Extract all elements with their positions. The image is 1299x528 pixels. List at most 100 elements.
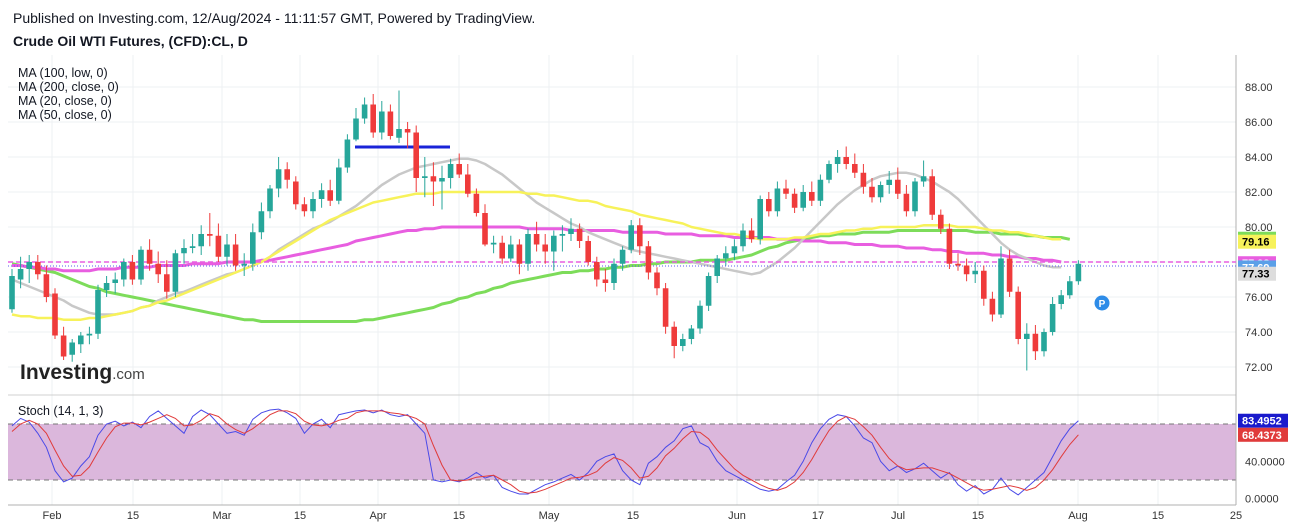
stoch-badge-1: 68.4373 xyxy=(1238,427,1288,442)
candle-25 xyxy=(224,234,230,266)
candle-100 xyxy=(869,178,875,203)
candle-61 xyxy=(533,221,540,252)
candle-26 xyxy=(232,234,239,271)
candle-16 xyxy=(146,239,153,271)
candle-95 xyxy=(826,160,832,184)
candle-103 xyxy=(895,167,901,199)
candle-97 xyxy=(843,146,849,170)
candle-52 xyxy=(456,153,462,178)
candle-17 xyxy=(155,251,161,283)
candles xyxy=(9,90,1082,371)
candle-107 xyxy=(929,169,935,220)
candle-86 xyxy=(748,218,755,243)
candle-20 xyxy=(181,239,187,264)
candle-115 xyxy=(998,246,1004,318)
candle-122 xyxy=(1058,290,1064,310)
candle-24 xyxy=(215,223,222,262)
candle-76 xyxy=(662,283,669,334)
candle-85 xyxy=(740,223,746,252)
svg-text:79.16: 79.16 xyxy=(1242,237,1270,249)
moving-averages xyxy=(11,157,1071,323)
candle-63 xyxy=(551,230,557,271)
candle-41 xyxy=(361,97,368,124)
time-tick-4: Apr xyxy=(369,510,386,522)
candle-31 xyxy=(275,157,282,198)
candle-46 xyxy=(404,122,411,149)
candle-39 xyxy=(344,134,351,173)
candle-112 xyxy=(972,262,978,283)
candle-6 xyxy=(60,326,67,360)
candle-94 xyxy=(817,174,824,206)
candle-13 xyxy=(121,258,127,287)
candle-124 xyxy=(1075,260,1082,285)
candle-119 xyxy=(1032,325,1039,360)
candle-47 xyxy=(413,125,419,192)
candle-116 xyxy=(1006,249,1013,297)
time-tick-5: 15 xyxy=(453,510,465,522)
time-tick-8: Jun xyxy=(728,510,746,522)
candle-37 xyxy=(327,179,333,206)
price-tick-6: 76.00 xyxy=(1245,292,1273,304)
candle-81 xyxy=(705,272,712,311)
candle-53 xyxy=(465,164,471,198)
candle-91 xyxy=(791,188,798,213)
time-tick-9: 17 xyxy=(812,510,824,522)
symbol-title: Crude Oil WTI Futures, (CFD):CL, D xyxy=(13,33,248,49)
candle-57 xyxy=(499,235,505,264)
svg-text:77.33: 77.33 xyxy=(1242,269,1270,281)
candle-88 xyxy=(766,192,772,217)
candle-98 xyxy=(852,153,858,178)
candle-65 xyxy=(568,218,574,241)
price-badge-4: 77.33 xyxy=(1238,266,1276,281)
stoch-legend: Stoch (14, 1, 3) xyxy=(18,404,103,418)
candle-32 xyxy=(284,162,290,189)
candle-56 xyxy=(490,235,497,254)
time-tick-7: 15 xyxy=(627,510,639,522)
svg-text:68.4373: 68.4373 xyxy=(1242,430,1282,442)
candle-28 xyxy=(250,223,256,271)
candle-117 xyxy=(1015,286,1021,345)
candle-22 xyxy=(198,225,204,255)
candle-10 xyxy=(95,284,101,339)
candle-0 xyxy=(9,269,15,313)
time-tick-1: 15 xyxy=(127,510,139,522)
time-axis: Feb 15 Mar 15 Apr 15 May 15 Jun 17 Jul 15 Aug 15 25 xyxy=(43,510,1243,522)
candle-69 xyxy=(602,269,609,292)
candle-106 xyxy=(920,160,927,187)
time-tick-11: 15 xyxy=(972,510,984,522)
candle-104 xyxy=(903,185,910,217)
candle-48 xyxy=(422,157,428,198)
candle-51 xyxy=(447,158,454,189)
time-tick-12: Aug xyxy=(1068,510,1088,522)
price-tick-0: 88.00 xyxy=(1245,82,1273,94)
stoch-line-0 xyxy=(11,408,1079,496)
ma200-legend: MA (200, close, 0) xyxy=(18,80,119,94)
candle-50 xyxy=(439,165,445,210)
candle-84 xyxy=(731,239,738,261)
time-tick-3: 15 xyxy=(294,510,306,522)
candle-99 xyxy=(860,164,867,194)
ma50-legend: MA (50, close, 0) xyxy=(18,108,112,122)
candle-43 xyxy=(379,101,385,140)
time-tick-2: Mar xyxy=(213,510,232,522)
candle-64 xyxy=(559,225,566,252)
stoch-band xyxy=(8,424,1236,480)
candle-49 xyxy=(430,162,437,206)
candle-5 xyxy=(52,288,58,339)
candle-12 xyxy=(112,272,118,294)
candle-8 xyxy=(78,332,84,353)
candle-60 xyxy=(525,228,531,271)
candle-38 xyxy=(336,158,342,205)
pivot-marker[interactable] xyxy=(1094,295,1110,311)
candle-80 xyxy=(697,300,703,334)
candle-82 xyxy=(714,255,720,283)
logo-main: Investing xyxy=(20,361,112,384)
candle-67 xyxy=(585,235,591,266)
candle-27 xyxy=(241,253,247,276)
candle-96 xyxy=(834,150,841,173)
candle-71 xyxy=(619,246,626,271)
candle-3 xyxy=(35,255,41,280)
candle-120 xyxy=(1041,328,1047,357)
